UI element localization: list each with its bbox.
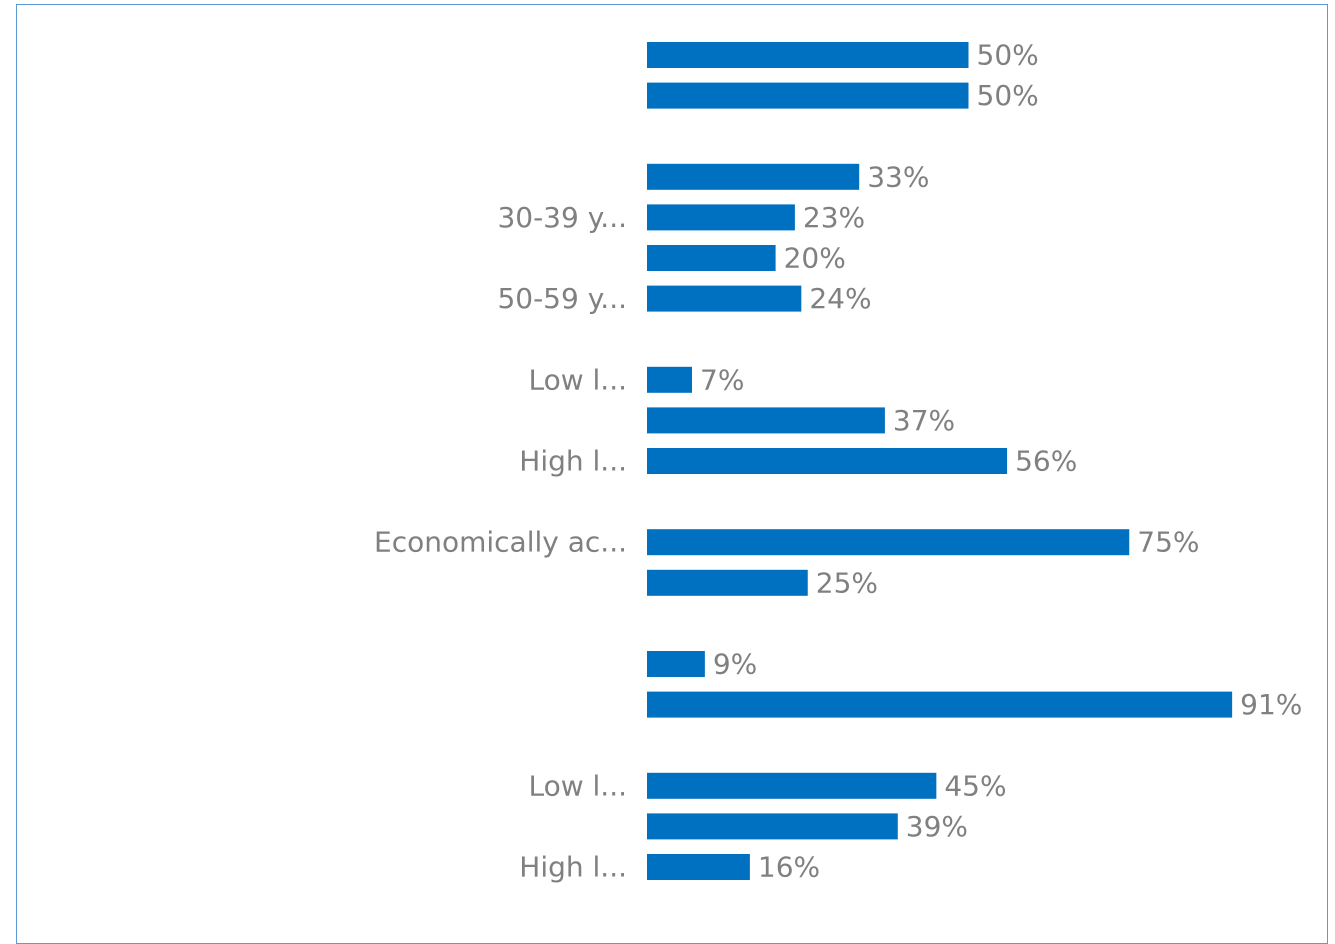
data-label-g2-4: 24%: [809, 282, 871, 315]
data-label-g6-1: 45%: [944, 769, 1006, 802]
bar-g5-2: [647, 691, 1233, 718]
bar-g6-1: [647, 772, 937, 799]
data-label-g1-1: 50%: [977, 39, 1039, 72]
bar-g6-3: [647, 854, 750, 880]
bar-g2-3: [647, 245, 776, 271]
data-label-g5-2: 91%: [1240, 688, 1302, 721]
bar-g1-2: [647, 82, 969, 109]
bar-g2-4: [647, 285, 802, 312]
bar-g6-2: [647, 813, 898, 840]
data-label-g4-1: 75%: [1137, 526, 1199, 559]
bar-g5-1: [647, 651, 705, 677]
category-label-g3-3: High l...: [519, 445, 627, 478]
data-label-g5-1: 9%: [713, 648, 757, 681]
data-label-g3-1: 7%: [700, 363, 744, 396]
data-label-g6-2: 39%: [906, 810, 968, 843]
data-label-g4-2: 25%: [816, 566, 878, 599]
data-label-g3-3: 56%: [1015, 445, 1077, 478]
bar-g3-1: [647, 366, 693, 393]
bar-g3-2: [647, 407, 885, 434]
bar-g4-1: [647, 529, 1130, 556]
data-label-g6-3: 16%: [758, 851, 820, 884]
bar-g2-2: [647, 204, 795, 231]
bar-g3-3: [647, 448, 1008, 474]
bar-chart: 50% 50% 33%23% 30-39 y... 20% 24% 50-59 y... 7%…: [374, 39, 1302, 884]
category-label-g2-4: 50-59 y...: [497, 282, 627, 315]
bar-g2-1: [647, 163, 860, 190]
category-label-g3-1: Low l...: [528, 363, 627, 396]
category-label-g4-1: Economically ac...: [374, 526, 627, 559]
data-label-g2-1: 33%: [867, 160, 929, 193]
data-label-g2-3: 20%: [784, 242, 846, 275]
bar-g1-1: [647, 42, 969, 68]
data-label-g2-2: 23%: [803, 201, 865, 234]
category-label-g2-2: 30-39 y...: [497, 201, 627, 234]
category-label-g6-1: Low l...: [528, 769, 627, 802]
data-label-g3-2: 37%: [893, 404, 955, 437]
bar-g4-2: [647, 569, 808, 596]
data-label-g1-2: 50%: [977, 79, 1039, 112]
category-label-g6-3: High l...: [519, 851, 627, 884]
